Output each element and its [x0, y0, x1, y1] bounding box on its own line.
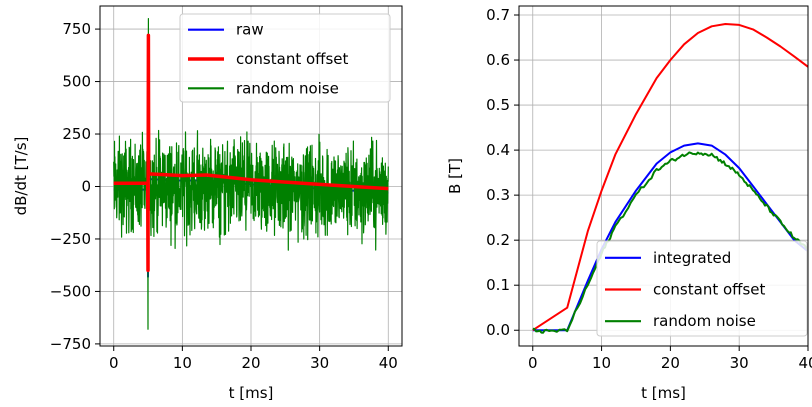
- x-tick-label: 40: [379, 354, 398, 372]
- y-tick-label: 0.1: [486, 276, 510, 294]
- x-tick-label: 20: [241, 354, 260, 372]
- right-panel-b-field: 0 10 20 30 40 0.0 0.1 0.2 0.3 0.4 0.5 0.6 0.7 t [ms] B…: [446, 5, 812, 402]
- y-tick-label: −250: [50, 230, 91, 248]
- series-group: [532, 23, 808, 334]
- x-axis-label: t [ms]: [641, 384, 686, 402]
- legend-label: random noise: [653, 312, 756, 330]
- x-tick-label: 40: [798, 354, 812, 372]
- legend: raw constant offset random noise: [179, 13, 391, 103]
- x-axis-label: t [ms]: [229, 384, 274, 402]
- legend-label: raw: [236, 21, 264, 39]
- x-tick-label: 0: [109, 354, 119, 372]
- y-tick-label: 500: [62, 73, 91, 91]
- series-line-constant-offset: [532, 23, 808, 332]
- x-tick-label: 10: [592, 354, 611, 372]
- y-tick-label: 250: [62, 125, 91, 143]
- legend: integrated constant offset random noise: [596, 240, 808, 337]
- y-tick-label: 0.7: [486, 6, 510, 24]
- legend-label: random noise: [236, 79, 339, 97]
- y-tick-label: 0: [81, 177, 91, 195]
- x-tick-label: 30: [730, 354, 749, 372]
- y-tick-label: 0.4: [486, 141, 510, 159]
- y-tick-label: 0.5: [486, 96, 510, 114]
- y-axis-label: dB/dt [T/s]: [12, 137, 30, 216]
- legend-label: constant offset: [653, 281, 766, 299]
- y-axis-label: B [T]: [446, 158, 464, 194]
- series-line-random-noise: [113, 18, 389, 330]
- legend-label: integrated: [653, 249, 731, 267]
- x-tick-label: 0: [528, 354, 538, 372]
- series-group: [113, 18, 389, 330]
- legend-box: [596, 240, 808, 337]
- legend-label: constant offset: [236, 50, 349, 68]
- x-tick-label: 30: [310, 354, 329, 372]
- left-panel-dbdt: 0 10 20 30 40 −750 −500 −250 0 250 500 750 t [ms] dB/…: [12, 5, 403, 402]
- y-tick-label: 750: [62, 20, 91, 38]
- y-tick-label: 0.2: [486, 231, 510, 249]
- plot-frame: [518, 5, 809, 347]
- y-tick-label: 0.0: [486, 321, 510, 339]
- y-tick-label: 0.6: [486, 51, 510, 69]
- x-tick-label: 10: [173, 354, 192, 372]
- y-tick-label: 0.3: [486, 186, 510, 204]
- x-tick-label: 20: [661, 354, 680, 372]
- series-line-random-noise: [532, 151, 808, 334]
- y-tick-label: −500: [50, 282, 91, 300]
- legend-box: [179, 13, 391, 103]
- series-line-constant-offset: [113, 33, 389, 273]
- y-tick-label: −750: [50, 335, 91, 353]
